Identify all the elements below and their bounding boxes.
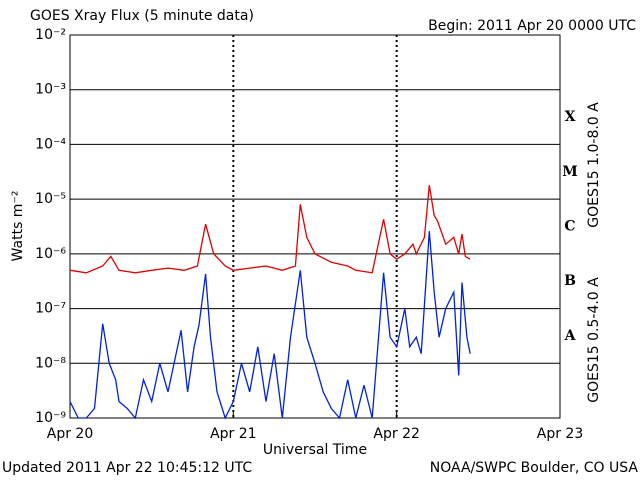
y-tick-label: 10⁻² [35, 27, 66, 43]
y-tick-label: 10⁻⁶ [35, 246, 66, 262]
y-tick-label: 10⁻⁷ [35, 301, 66, 317]
x-axis-label: Universal Time [263, 442, 367, 458]
legend-label: GOES15 0.5-4.0 A [586, 277, 602, 403]
y-tick-label: 10⁻⁵ [35, 191, 66, 207]
flare-class-label: A [564, 328, 577, 344]
flare-class-label: X [565, 109, 576, 125]
y-tick-label: 10⁻⁸ [35, 355, 66, 371]
chart-title: GOES Xray Flux (5 minute data) [30, 8, 254, 24]
flare-class-label: M [562, 164, 578, 180]
legend-label: GOES15 1.0-8.0 A [586, 102, 602, 228]
footer-right: NOAA/SWPC Boulder, CO USA [430, 460, 639, 476]
series-line [69, 231, 471, 420]
y-axis-label: Watts m⁻² [10, 191, 26, 262]
footer-left: Updated 2011 Apr 22 10:45:12 UTC [2, 460, 252, 476]
series-line [69, 185, 471, 274]
y-tick-label: 10⁻³ [35, 82, 66, 98]
flare-class-label: C [564, 219, 575, 235]
x-tick-label: Apr 21 [210, 426, 256, 442]
x-tick-label: Apr 23 [537, 426, 583, 442]
x-tick-label: Apr 20 [47, 426, 93, 442]
flare-class-label: B [564, 273, 576, 289]
chart-subtitle: Begin: 2011 Apr 20 0000 UTC [428, 18, 636, 34]
y-tick-label: 10⁻⁴ [35, 136, 66, 152]
y-tick-label: 10⁻⁹ [35, 410, 66, 426]
x-tick-label: Apr 22 [373, 426, 419, 442]
